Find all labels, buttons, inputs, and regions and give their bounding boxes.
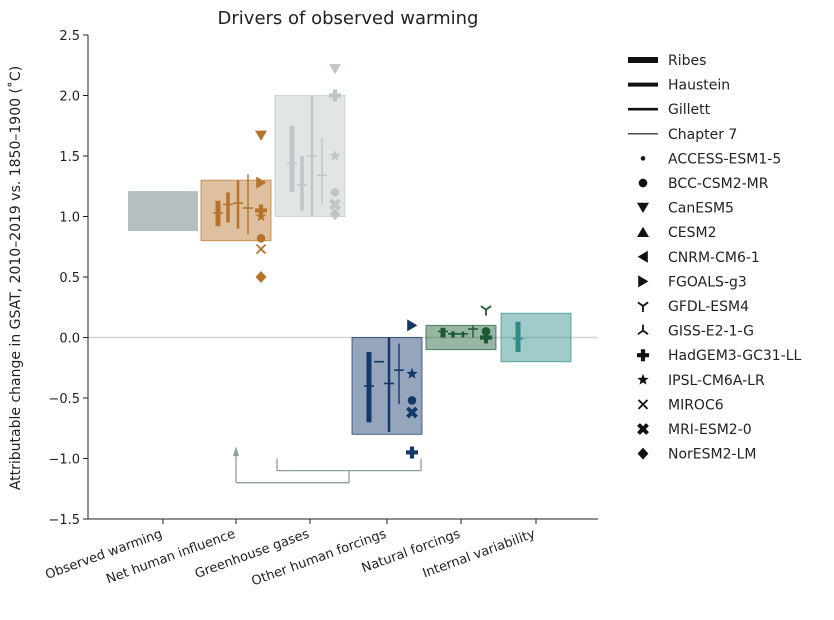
legend-marker <box>637 447 649 460</box>
legend-label: CESM2 <box>668 225 717 241</box>
y-tick-label: 1.0 <box>59 211 80 226</box>
legend-item: HadGEM3-GC31-LL <box>637 348 802 364</box>
legend-item: FGOALS-g3 <box>638 274 747 290</box>
model-point-3-2 <box>480 331 492 344</box>
legend-item: CESM2 <box>637 225 717 241</box>
y-tick-label: 0.5 <box>59 271 80 286</box>
model-point-0-6 <box>255 271 267 283</box>
model-point-0-3 <box>255 210 267 222</box>
model-point-0-4 <box>256 233 266 243</box>
legend: Ribes Haustein Gillett Chapter 7 ACCESS-ESM1… <box>628 53 802 463</box>
legend-marker <box>640 156 646 161</box>
model-point-1-4 <box>329 198 341 211</box>
chart-title: Drivers of observed warming <box>218 8 479 29</box>
model-point-2-4 <box>406 446 418 459</box>
range-box-0 <box>128 191 198 232</box>
legend-label: HadGEM3-GC31-LL <box>668 348 802 364</box>
model-point-1-1 <box>329 89 341 102</box>
bracket-lower <box>236 470 350 484</box>
model-point-1-3 <box>330 187 340 197</box>
bracket-arrowhead <box>233 446 239 457</box>
legend-label: Haustein <box>668 78 730 94</box>
y-tick-label: 1.5 <box>59 150 80 165</box>
y-tick-label: 0.0 <box>59 332 80 347</box>
legend-item: IPSL-CM6A-LR <box>637 373 765 389</box>
x-tick-label: Net human influence <box>104 527 237 588</box>
model-point-2-3 <box>406 406 418 419</box>
y-tick-label: −1.5 <box>48 513 80 528</box>
legend-item: GFDL-ESM4 <box>637 299 749 315</box>
y-tick-label: 2.0 <box>59 90 80 105</box>
legend-item: CNRM-CM6-1 <box>637 250 760 266</box>
legend-label: FGOALS-g3 <box>668 274 747 290</box>
legend-item: GISS-E2-1-G <box>637 324 754 340</box>
model-point-2-2 <box>407 396 417 405</box>
legend-item: Haustein <box>628 78 730 94</box>
legend-label: GFDL-ESM4 <box>668 299 749 315</box>
legend-item: MIROC6 <box>637 397 724 413</box>
range-box-5 <box>500 312 572 363</box>
legend-label: Gillett <box>668 102 711 118</box>
legend-marker <box>637 399 649 410</box>
legend-label: Ribes <box>668 53 706 69</box>
legend-label: MIROC6 <box>668 397 724 413</box>
legend-label: NorESM2-LM <box>668 447 756 463</box>
legend-marker <box>637 250 648 263</box>
legend-marker <box>637 373 649 385</box>
legend-label: BCC-CSM2-MR <box>668 176 769 192</box>
y-axis-label: Attributable change in GSAT, 2010–2019 v… <box>7 66 24 490</box>
legend-marker <box>637 423 649 435</box>
model-point-0-5 <box>255 244 267 255</box>
model-point-1-5 <box>329 208 341 221</box>
legend-marker <box>638 178 648 188</box>
legend-label: CNRM-CM6-1 <box>668 250 760 266</box>
legend-item: NorESM2-LM <box>637 447 756 463</box>
model-point-3-1 <box>481 327 491 336</box>
legend-item: Chapter 7 <box>628 127 737 143</box>
legend-item: ACCESS-ESM1-5 <box>640 151 781 167</box>
legend-label: MRI-ESM2-0 <box>668 422 752 438</box>
legend-label: Chapter 7 <box>668 127 737 143</box>
legend-label: CanESM5 <box>668 201 734 217</box>
legend-marker <box>638 275 649 288</box>
x-tick-label: Other human forcings <box>250 527 389 590</box>
model-point-3-0 <box>480 305 492 316</box>
legend-item: CanESM5 <box>637 201 734 217</box>
model-point-1-2 <box>329 150 341 161</box>
legend-marker <box>637 202 649 213</box>
legend-item: Gillett <box>628 102 711 118</box>
legend-marker <box>637 349 649 362</box>
legend-label: ACCESS-ESM1-5 <box>668 151 781 167</box>
model-point-0-0 <box>255 130 267 141</box>
model-point-0-2 <box>255 204 267 217</box>
model-point-2-1 <box>406 367 418 379</box>
legend-label: GISS-E2-1-G <box>668 324 754 340</box>
y-tick-label: −1.0 <box>48 453 80 468</box>
legend-item: BCC-CSM2-MR <box>638 176 769 192</box>
y-tick-label: −0.5 <box>48 392 80 407</box>
y-tick-label: 2.5 <box>59 29 80 44</box>
legend-marker <box>637 226 649 237</box>
legend-marker <box>637 324 649 335</box>
model-point-1-0 <box>329 64 341 75</box>
range-box-3 <box>351 337 423 435</box>
model-point-2-0 <box>407 319 418 332</box>
bracket-upper <box>276 458 422 472</box>
legend-item: Ribes <box>628 53 706 69</box>
plot-area <box>88 64 598 484</box>
model-point-0-1 <box>256 176 267 189</box>
legend-item: MRI-ESM2-0 <box>637 422 752 438</box>
legend-marker <box>637 301 649 312</box>
legend-label: IPSL-CM6A-LR <box>668 373 765 389</box>
